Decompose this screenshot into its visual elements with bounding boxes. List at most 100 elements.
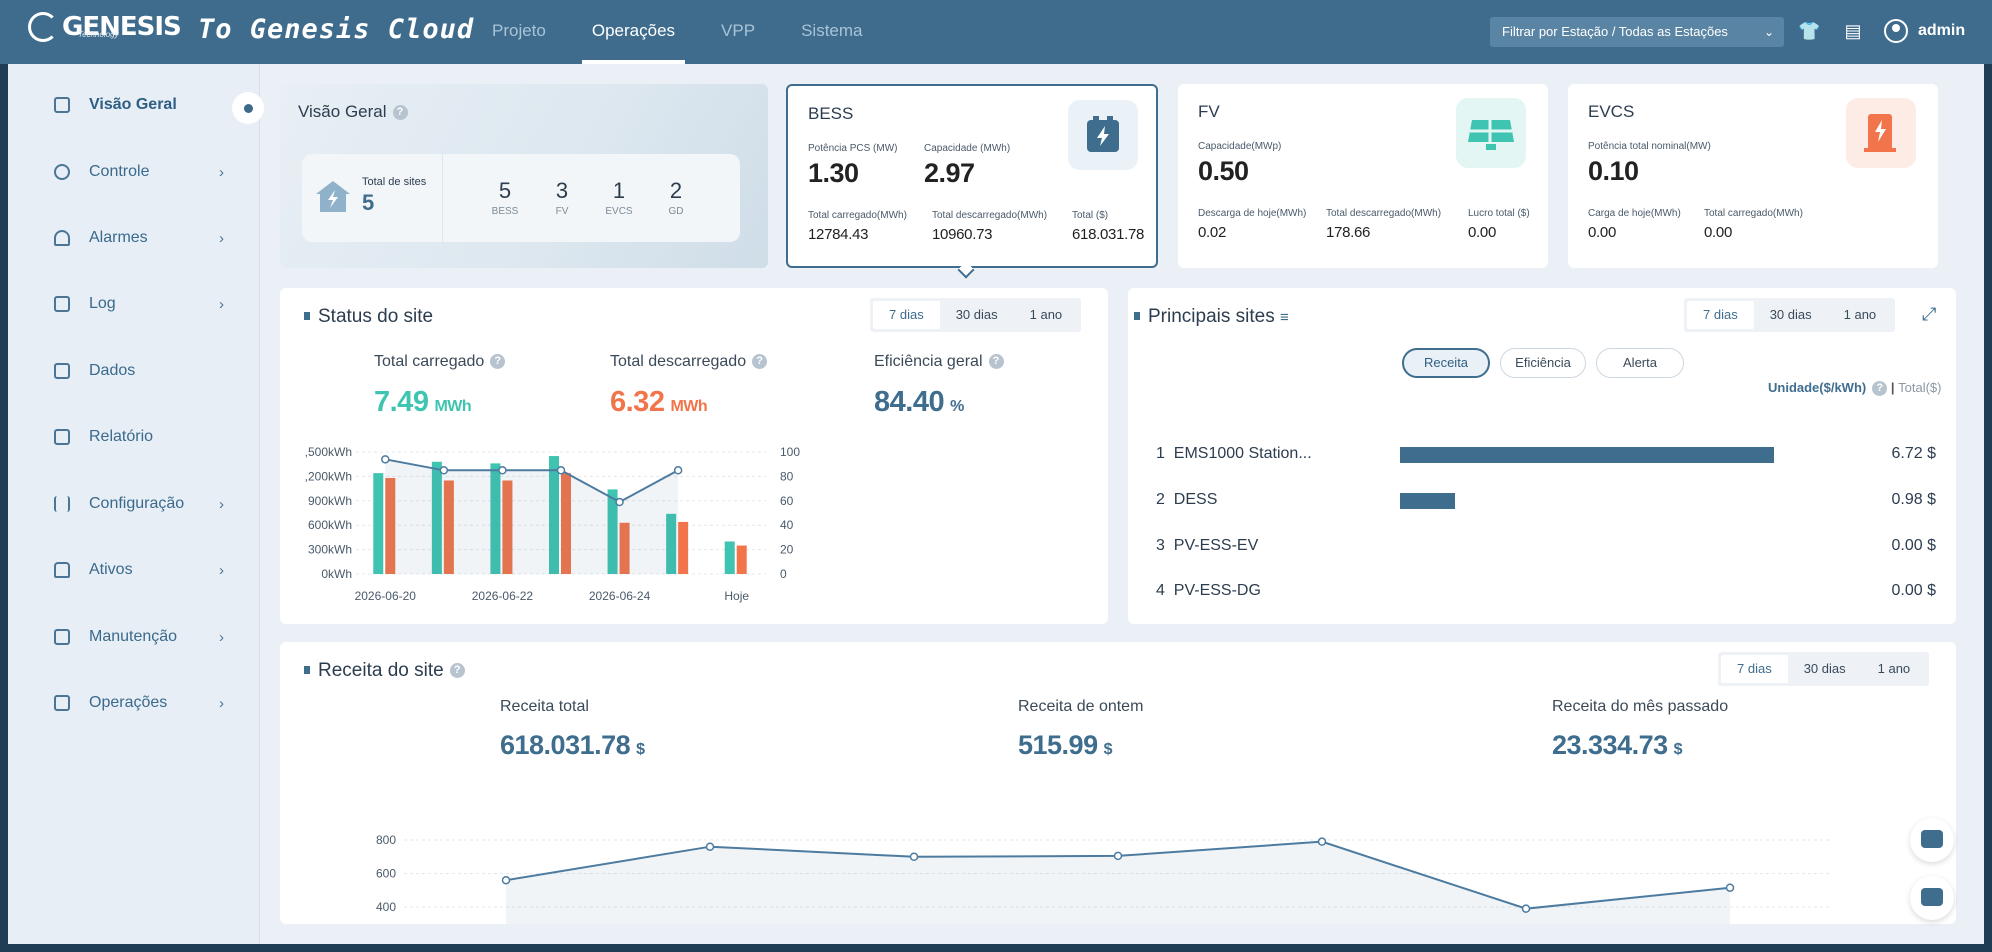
help-icon[interactable]: ? xyxy=(490,354,506,370)
sidebar-item-operacoes[interactable]: Operações › xyxy=(54,691,224,715)
evcs-card[interactable]: EVCS Potência total nominal(MW) 0.10 Car… xyxy=(1568,84,1938,268)
y2-tick-label: 80 xyxy=(780,469,794,483)
range-7-days[interactable]: 7 dias xyxy=(1721,655,1788,683)
help-icon[interactable]: ? xyxy=(392,105,408,121)
sidebar-item-controle[interactable]: Controle › xyxy=(54,160,224,184)
help-icon[interactable]: ? xyxy=(1872,381,1888,397)
assistant-bot-button[interactable] xyxy=(1910,818,1954,862)
tab-alerta[interactable]: Alerta xyxy=(1596,348,1684,378)
sidebar-item-label: Visão Geral xyxy=(89,96,177,113)
range-30-days[interactable]: 30 dias xyxy=(955,307,998,322)
sidebar-item-dados[interactable]: Dados xyxy=(54,359,224,383)
total-sites-label: Total de sites xyxy=(362,176,427,188)
sidebar-item-alarmes[interactable]: Alarmes › xyxy=(54,226,224,250)
evcs-charged-value: 0.00 xyxy=(1704,224,1732,241)
discharged-metric-value: 6.32 MWh xyxy=(610,386,708,419)
site-name: DESS xyxy=(1173,491,1218,508)
operations-icon xyxy=(54,695,70,711)
revenue-chart: 800600400200 xyxy=(376,833,1832,924)
revenue-area xyxy=(506,841,1730,924)
chevron-down-icon: ⌄ xyxy=(1763,25,1774,39)
sidebar-item-configuracao[interactable]: Configuração › xyxy=(54,492,224,516)
x-tick-label: Hoje xyxy=(724,589,749,603)
fv-discharged-label: Total descarregado(MWh) xyxy=(1326,208,1442,219)
x-tick-label: 2026-06-20 xyxy=(355,589,417,603)
charged-metric-value: 7.49 MWh xyxy=(374,386,472,419)
edit-icon xyxy=(1921,888,1943,906)
bess-card[interactable]: BESS Potência PCS (MW) 1.30 Capacidade (… xyxy=(786,84,1158,268)
help-icon[interactable]: ? xyxy=(988,354,1004,370)
range-30-days[interactable]: 30 dias xyxy=(1803,661,1846,676)
list-item[interactable]: 4 PV-ESS-DG 0.00 $ xyxy=(1156,582,1936,606)
total-charged-label: Total carregado(MWh) xyxy=(808,210,907,221)
y-tick-label: ,200kWh xyxy=(305,469,352,483)
station-filter-label: Filtrar por Estação / Todas as Estações xyxy=(1502,24,1728,39)
sort-icon[interactable]: ≡ xyxy=(1280,309,1289,326)
capacity-value: 2.97 xyxy=(924,158,975,188)
sidebar-item-log[interactable]: Log › xyxy=(54,292,224,316)
sidebar-item-label: Ativos xyxy=(89,561,133,578)
rank-value: 0.00 $ xyxy=(1891,537,1936,554)
tab-eficiencia[interactable]: Eficiência xyxy=(1500,348,1586,378)
revenue-lastmonth: 23.334.73 $ xyxy=(1552,730,1683,761)
fv-today-label: Descarga de hoje(MWh) xyxy=(1198,208,1307,219)
site-status-range-tabs: 7 dias 30 dias 1 ano xyxy=(870,298,1082,332)
fv-card[interactable]: FV Capacidade(MWp) 0.50 Descarga de hoje… xyxy=(1178,84,1548,268)
list-item[interactable]: 2 DESS 0.98 $ xyxy=(1156,491,1936,515)
expand-icon[interactable]: ⤢ xyxy=(1922,304,1937,324)
discharged-bar xyxy=(678,521,689,574)
house-icon xyxy=(316,181,350,212)
charged-bar xyxy=(431,461,442,574)
revenue-yesterday-unit: $ xyxy=(1103,741,1113,758)
y-tick-label: 400 xyxy=(376,900,396,914)
sidebar-item-visao-geral[interactable]: Visão Geral xyxy=(54,93,224,117)
range-7-days[interactable]: 7 dias xyxy=(873,301,940,329)
station-filter-select[interactable]: Filtrar por Estação / Todas as Estações … xyxy=(1490,17,1784,47)
sidebar-item-ativos[interactable]: Ativos › xyxy=(54,558,224,582)
range-1-year[interactable]: 1 ano xyxy=(1029,307,1063,322)
chevron-right-icon: › xyxy=(219,628,224,646)
list-item[interactable]: 3 PV-ESS-EV 0.00 $ xyxy=(1156,537,1936,561)
logo[interactable]: GENESIS xyxy=(28,12,182,42)
total-money-value: 618.031.78 xyxy=(1072,226,1145,243)
stat-value: 2 xyxy=(669,178,683,203)
range-1-year[interactable]: 1 ano xyxy=(1843,307,1877,322)
help-icon[interactable]: ? xyxy=(449,663,465,679)
sidebar-item-label: Manutenção xyxy=(89,628,178,645)
user-menu[interactable]: admin xyxy=(1884,19,1965,43)
range-7-days[interactable]: 7 dias xyxy=(1687,301,1754,329)
list-item[interactable]: 1 EMS1000 Station... 6.72 $ xyxy=(1156,445,1936,469)
rank-bar xyxy=(1400,493,1455,509)
help-icon[interactable]: ? xyxy=(752,354,768,370)
nav-sistema[interactable]: Sistema xyxy=(801,21,863,40)
y-tick-label: 800 xyxy=(376,833,396,847)
x-tick-label: 2026-06-22 xyxy=(472,589,534,603)
top-sites-title-text: Principais sites xyxy=(1148,306,1275,327)
evcs-title: EVCS xyxy=(1588,102,1635,121)
sidebar-collapse-toggle[interactable] xyxy=(232,92,264,124)
total-money-label: Total ($) xyxy=(1072,210,1109,221)
screen-layout-icon[interactable]: ▤ xyxy=(1844,21,1862,41)
sidebar-item-label: Controle xyxy=(89,163,150,180)
sidebar-item-relatorio[interactable]: Relatório xyxy=(54,425,224,449)
fv-profit-value: 0.00 xyxy=(1468,224,1496,241)
y2-tick-label: 0 xyxy=(780,567,787,581)
tab-receita[interactable]: Receita xyxy=(1402,348,1490,378)
nav-projeto[interactable]: Projeto xyxy=(492,21,546,40)
nav-operacoes[interactable]: Operações xyxy=(581,0,686,64)
stat-value: 3 xyxy=(555,178,569,203)
nav-vpp[interactable]: VPP xyxy=(721,21,756,40)
discharged-bar xyxy=(736,545,747,574)
total-unit-toggle[interactable]: Total($) xyxy=(1898,380,1942,395)
rank-value: 0.98 $ xyxy=(1891,491,1936,508)
sidebar-item-manutencao[interactable]: Manutenção › xyxy=(54,625,224,649)
range-1-year[interactable]: 1 ano xyxy=(1877,661,1911,676)
feedback-button[interactable] xyxy=(1910,876,1954,920)
range-30-days[interactable]: 30 dias xyxy=(1769,307,1812,322)
discharged-bar xyxy=(619,522,630,574)
logo-text: GENESIS xyxy=(62,12,182,42)
fv-capacity-value: 0.50 xyxy=(1198,156,1249,186)
theme-shirt-icon[interactable]: 👕 xyxy=(1798,21,1821,41)
charged-bar xyxy=(373,473,384,574)
charged-bar xyxy=(724,541,735,574)
